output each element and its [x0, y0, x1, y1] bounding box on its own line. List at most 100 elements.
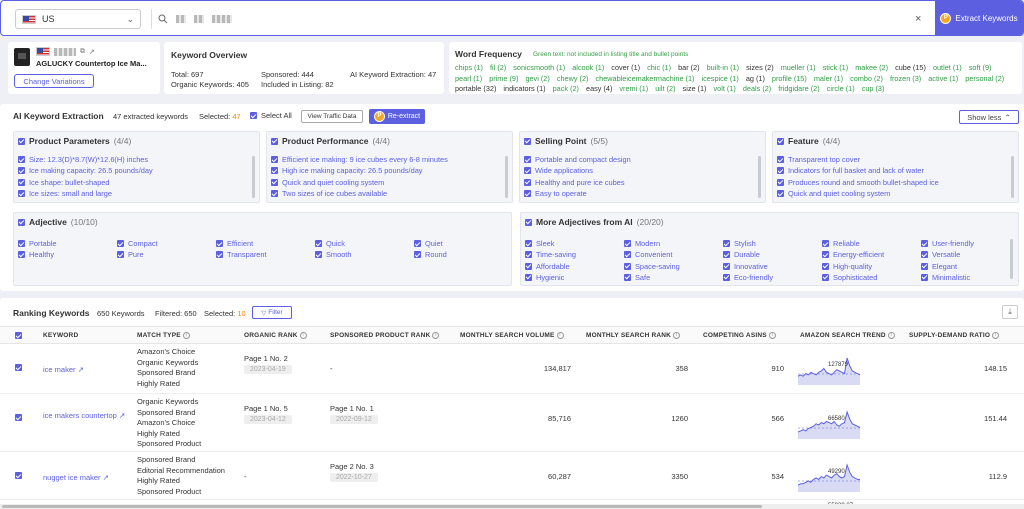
horizontal-scrollbar[interactable]	[0, 504, 1024, 509]
adjective-item[interactable]: Transparent	[216, 250, 267, 259]
panel-header[interactable]: Product Parameters (4/4)	[18, 136, 131, 146]
checkbox-icon[interactable]	[18, 167, 25, 175]
checkbox-icon[interactable]	[723, 273, 730, 281]
word-frequency-item[interactable]: gevi (2)	[525, 73, 550, 83]
panel-item[interactable]: Portable and compact design	[524, 154, 631, 165]
panel-item[interactable]: Ice making capacity: 26.5 pounds/day	[18, 165, 153, 176]
word-frequency-item[interactable]: circle (1)	[826, 84, 855, 93]
view-traffic-button[interactable]: View Traffic Data	[301, 110, 363, 123]
checkbox-icon[interactable]	[117, 240, 124, 247]
checkbox-icon[interactable]	[723, 240, 730, 247]
adjective-item[interactable]: Quick	[315, 239, 345, 248]
word-frequency-item[interactable]: size (1)	[682, 84, 707, 93]
checkbox-icon[interactable]	[822, 273, 829, 281]
checkbox-icon[interactable]	[271, 178, 278, 186]
word-frequency-item[interactable]: combo (2)	[850, 73, 883, 83]
word-frequency-item[interactable]: chewableicemakermachine (1)	[595, 73, 695, 83]
word-frequency-item[interactable]: fridgidare (2)	[778, 84, 820, 93]
column-header[interactable]: SPONSORED PRODUCT RANK i	[330, 332, 440, 339]
reextract-button[interactable]: P Re-extract	[369, 109, 425, 124]
checkbox-icon[interactable]	[524, 167, 531, 175]
checkbox-icon[interactable]	[921, 251, 928, 259]
word-frequency-item[interactable]: chewy (2)	[556, 73, 589, 83]
panel-item[interactable]: Easy to operate	[524, 188, 631, 199]
checkbox-icon[interactable]	[315, 240, 322, 247]
checkbox-icon[interactable]	[921, 273, 928, 281]
adjective-item[interactable]: Compact	[117, 239, 158, 248]
checkbox-icon[interactable]	[18, 251, 25, 259]
download-icon[interactable]: ⤓	[1002, 305, 1018, 319]
scrollbar[interactable]	[1010, 239, 1013, 279]
checkbox-icon[interactable]	[524, 137, 531, 145]
column-header[interactable]: COMPETING ASINS i	[703, 332, 776, 339]
checkbox-icon[interactable]	[525, 251, 532, 259]
row-checkbox[interactable]	[15, 364, 22, 371]
search-input[interactable]	[151, 9, 931, 29]
extract-keywords-button[interactable]: P Extract Keywords	[935, 1, 1023, 35]
checkbox-icon[interactable]	[525, 240, 532, 247]
checkbox-icon[interactable]	[414, 240, 421, 247]
word-frequency-item[interactable]: cover (1)	[611, 63, 641, 72]
checkbox-icon[interactable]	[18, 178, 25, 186]
adjective-item[interactable]: Affordable	[525, 262, 570, 271]
filter-button[interactable]: ▽ Filter	[252, 306, 292, 319]
adjective-item[interactable]: Healthy	[18, 250, 54, 259]
show-less-button[interactable]: Show less ⌃	[959, 110, 1019, 124]
info-icon[interactable]: i	[768, 332, 776, 339]
checkbox-icon[interactable]	[777, 167, 784, 175]
word-frequency-item[interactable]: icespice (1)	[701, 73, 739, 83]
search-trend-sparkline[interactable]	[798, 352, 860, 386]
checkbox-icon[interactable]	[921, 240, 928, 247]
panel-item[interactable]: Ice sizes: small and large	[18, 188, 153, 199]
checkbox-icon[interactable]	[777, 137, 784, 145]
checkbox-icon[interactable]	[921, 262, 928, 270]
word-frequency-item[interactable]: cube (15)	[895, 63, 926, 72]
panel-item[interactable]: Indicators for full basket and lack of w…	[777, 165, 939, 176]
word-frequency-item[interactable]: sonicsmooth (1)	[513, 63, 566, 72]
checkbox-icon[interactable]	[315, 251, 322, 259]
word-frequency-item[interactable]: fil (2)	[490, 63, 507, 72]
adjective-item[interactable]: Safe	[624, 273, 650, 282]
adjective-item[interactable]: Versatile	[921, 250, 960, 259]
column-header[interactable]: SUPPLY-DEMAND RATIO i	[909, 332, 1000, 339]
checkbox-icon[interactable]	[777, 178, 784, 186]
checkbox-icon[interactable]	[216, 240, 223, 247]
word-frequency-item[interactable]: mueller (1)	[780, 63, 816, 72]
scrollbar[interactable]	[1011, 156, 1014, 198]
adjective-item[interactable]: Innovative	[723, 262, 768, 271]
info-icon[interactable]: i	[992, 332, 1000, 339]
word-frequency-item[interactable]: chic (1)	[647, 63, 672, 72]
row-checkbox[interactable]	[15, 472, 22, 479]
word-frequency-item[interactable]: alcook (1)	[572, 63, 605, 72]
checkbox-icon[interactable]	[624, 240, 631, 247]
word-frequency-item[interactable]: makee (2)	[855, 63, 889, 72]
word-frequency-item[interactable]: maler (1)	[813, 73, 844, 83]
panel-header[interactable]: Product Performance (4/4)	[271, 136, 390, 146]
word-frequency-item[interactable]: indicators (1)	[503, 84, 546, 93]
word-frequency-item[interactable]: uilt (2)	[655, 84, 676, 93]
adjective-item[interactable]: Durable	[723, 250, 760, 259]
panel-item[interactable]: Wide applications	[524, 165, 631, 176]
panel-item[interactable]: Produces round and smooth bullet-shaped …	[777, 177, 939, 188]
checkbox-icon[interactable]	[414, 251, 421, 259]
adjective-item[interactable]: Smooth	[315, 250, 351, 259]
scrollbar[interactable]	[758, 156, 761, 198]
panel-header[interactable]: Selling Point (5/5)	[524, 136, 608, 146]
adjective-item[interactable]: High-quality	[822, 262, 872, 271]
clear-icon[interactable]: ×	[915, 13, 922, 25]
word-frequency-item[interactable]: pearl (1)	[455, 73, 483, 83]
panel-header[interactable]: Feature (4/4)	[777, 136, 840, 146]
checkbox-icon[interactable]	[216, 251, 223, 259]
checkbox-icon[interactable]	[525, 262, 532, 270]
checkbox-icon[interactable]	[822, 262, 829, 270]
checkbox-icon[interactable]	[271, 167, 278, 175]
checkbox-icon[interactable]	[822, 251, 829, 259]
adjective-item[interactable]: Modern	[624, 239, 660, 248]
panel-item[interactable]: Two sizes of ice cubes available	[271, 188, 448, 199]
word-frequency-item[interactable]: vremi (1)	[619, 84, 649, 93]
word-frequency-item[interactable]: personal (2)	[965, 73, 1005, 83]
select-all-checkbox[interactable]: Select All	[250, 111, 292, 120]
word-frequency-item[interactable]: portable (32)	[455, 84, 497, 93]
word-frequency-item[interactable]: active (1)	[928, 73, 959, 83]
word-frequency-item[interactable]: profile (15)	[771, 73, 807, 83]
